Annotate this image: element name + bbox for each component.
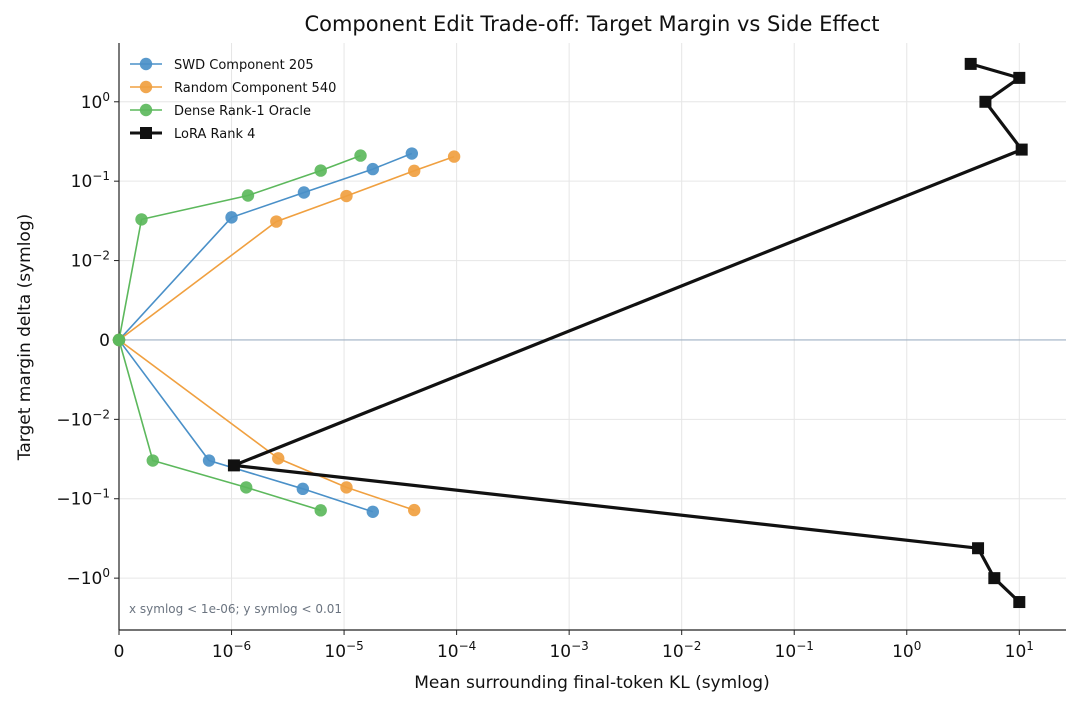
legend-label: LoRA Rank 4 [174,127,255,142]
legend-marker [139,57,153,71]
x-tick-label: 0 [114,642,125,662]
data-point-square [972,542,985,555]
series-line [233,62,1025,604]
x-axis-label: Mean surrounding final-token KL (symlog) [414,673,769,693]
data-point [296,482,310,496]
data-point-square [1015,143,1028,156]
y-tick-label: −10−1 [56,487,110,510]
data-point [340,481,353,494]
data-point-square [1013,596,1026,609]
x-tick-label: 10−2 [662,639,701,662]
y-axis-label: Target margin delta (symlog) [15,214,35,461]
data-point [241,189,255,202]
x-tick-label: 100 [892,639,921,662]
data-point [447,150,461,163]
legend: SWD Component 205 Random Component 540 Den… [130,57,336,142]
x-tick-label: 10−4 [437,639,476,662]
legend-marker [139,80,153,94]
data-point [270,215,283,228]
data-point [272,452,285,465]
data-point [366,162,380,176]
data-point [354,149,367,162]
y-tick-label: 0 [99,331,110,351]
y-tick-label: 100 [81,90,110,113]
symlog-note: x symlog < 1e-06; y symlog < 0.01 [129,602,342,616]
data-point [225,211,238,224]
data-point [112,333,126,347]
tick-labels: 0 10−6 10−5 10−4 10−3 10−2 10−1 100 101 100 10−1 10… [56,90,1034,662]
data-point [340,189,353,203]
series-line [118,339,374,513]
y-tick-label: −10−2 [56,407,110,430]
legend-label: Random Component 540 [174,81,336,96]
series-line [118,155,455,341]
data-point [314,164,327,177]
data-point [146,454,159,467]
legend-marker [139,103,153,117]
data-point-square [988,572,1001,585]
chart-title: Component Edit Trade-off: Target Margin … [304,12,879,36]
data-point [314,504,327,517]
data-point [405,147,419,160]
x-tick-label: 101 [1005,639,1034,662]
data-point-square [964,57,977,70]
data-point [202,454,216,467]
data-point [135,213,148,226]
legend-marker [140,127,152,139]
series-layer [112,57,1028,609]
data-point [408,164,421,178]
legend-label: SWD Component 205 [174,58,314,73]
y-tick-label: 10−1 [71,169,110,192]
data-point [408,503,421,517]
data-point [366,505,380,518]
x-tick-label: 10−6 [212,639,251,662]
x-tick-label: 10−5 [324,639,363,662]
series-line [118,339,321,512]
y-tick-label: −100 [66,566,110,589]
x-tick-label: 10−1 [775,639,814,662]
y-tick-label: 10−2 [71,249,110,272]
data-point-square [1013,71,1026,84]
legend-label: Dense Rank-1 Oracle [174,104,311,119]
data-point [297,186,311,199]
data-point-square [979,95,992,108]
axes [114,43,1066,635]
series-line [118,339,415,511]
data-point [240,481,253,494]
x-tick-label: 10−3 [549,639,588,662]
data-point-square [227,459,240,472]
